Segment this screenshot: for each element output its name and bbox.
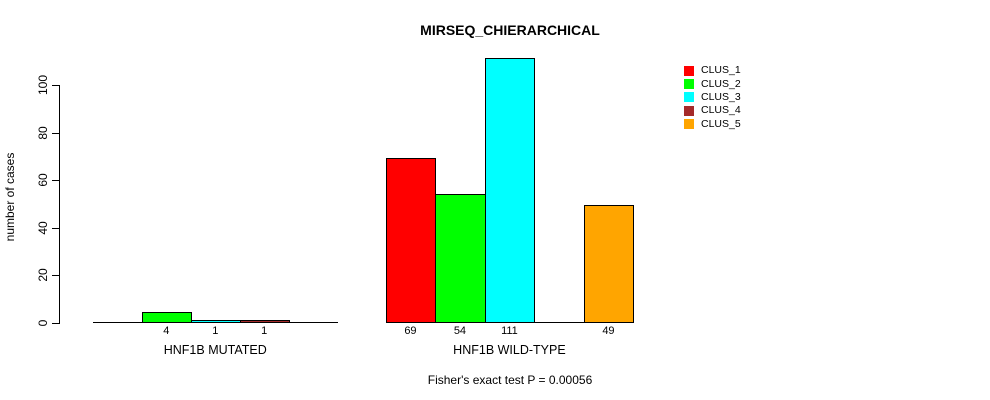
legend-label: CLUS_1 [701, 64, 741, 77]
y-axis-line [59, 85, 60, 324]
y-tick-label: 20 [36, 268, 50, 283]
y-axis-label: number of cases [3, 152, 17, 242]
x-group-label: HNF1B WILD-TYPE [453, 343, 566, 357]
y-tick-label: 40 [36, 221, 50, 235]
chart-title: MIRSEQ_CHIERARCHICAL [420, 22, 600, 38]
legend-swatch-CLUS_1 [684, 65, 694, 76]
legend-item-CLUS_1: CLUS_1 [684, 64, 741, 77]
bar-value-label: 49 [602, 325, 615, 337]
bar-CLUS_3-group1 [190, 319, 241, 323]
bar-value-label: 4 [163, 325, 170, 337]
bar-CLUS_3-group2 [484, 57, 536, 323]
legend-swatch-CLUS_4 [684, 105, 694, 116]
legend-swatch-CLUS_2 [684, 78, 694, 89]
y-tick [52, 227, 59, 229]
bar-CLUS_5-group2 [583, 205, 635, 323]
bar-value-label: 111 [501, 325, 518, 337]
bar-value-label: 54 [453, 325, 467, 337]
bar-CLUS_4-group1 [239, 319, 290, 323]
bar-value-label: 1 [261, 325, 268, 337]
y-tick [52, 323, 59, 324]
bar-CLUS_2-group1 [141, 312, 192, 323]
legend-item-CLUS_2: CLUS_2 [684, 77, 741, 90]
y-tick [52, 132, 59, 134]
bar-value-label: 69 [404, 325, 417, 337]
x-group-label: HNF1B MUTATED [163, 343, 267, 357]
legend-item-CLUS_3: CLUS_3 [684, 91, 741, 104]
legend-swatch-CLUS_3 [684, 92, 694, 103]
bar-CLUS_1-group2 [385, 157, 437, 323]
legend-label: CLUS_2 [701, 77, 741, 90]
y-tick-label: 0 [36, 319, 50, 327]
legend-item-CLUS_5: CLUS_5 [684, 117, 741, 130]
y-tick [52, 85, 59, 87]
legend-swatch-CLUS_5 [684, 118, 694, 129]
legend-label: CLUS_3 [701, 90, 741, 103]
y-tick-label: 100 [36, 75, 50, 96]
y-tick [52, 275, 59, 277]
bar-CLUS_2-group2 [435, 193, 486, 323]
y-tick [52, 180, 59, 182]
fisher-test-annotation: Fisher's exact test P = 0.00056 [427, 373, 593, 387]
legend-label: CLUS_5 [701, 117, 741, 130]
legend-label: CLUS_4 [701, 104, 741, 117]
y-tick-label: 60 [36, 173, 50, 187]
legend-item-CLUS_4: CLUS_4 [684, 104, 741, 117]
legend: CLUS_1 CLUS_2 CLUS_3 CLUS_4 CLUS_5 [684, 64, 741, 130]
bar-value-label: 1 [212, 325, 219, 337]
y-tick-label: 80 [36, 126, 50, 140]
